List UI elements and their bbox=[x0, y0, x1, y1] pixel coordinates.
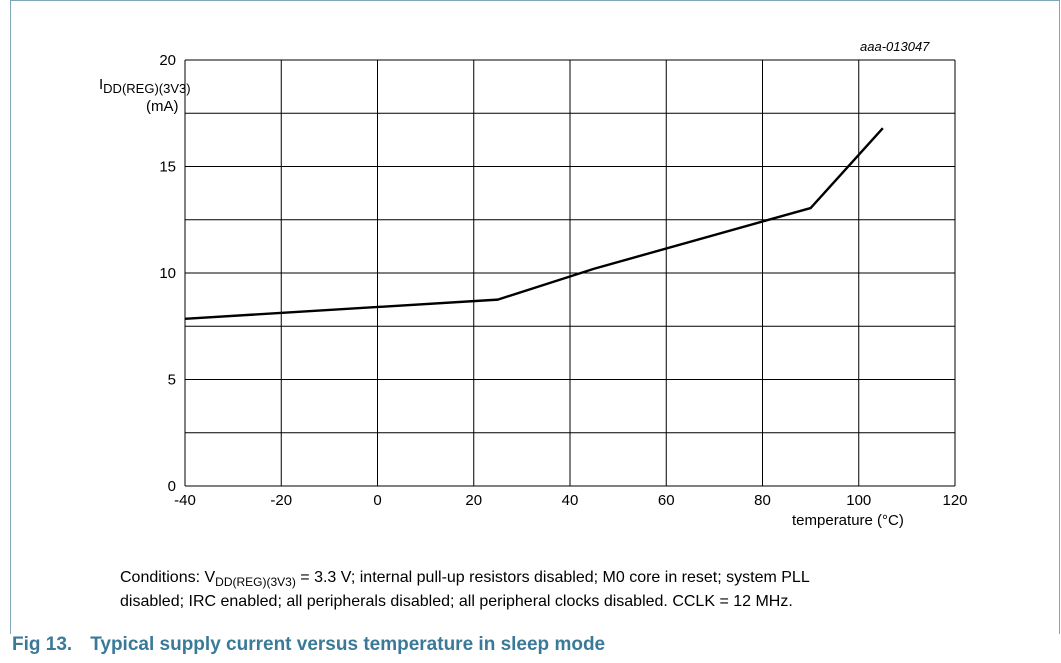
x-tick-label: 20 bbox=[465, 492, 482, 509]
tick-labels: -40 -20 0 20 40 60 80 100 120 0 5 10 15 20 bbox=[159, 52, 967, 509]
conditions-line-1: Conditions: VDD(REG)(3V3) = 3.3 V; inter… bbox=[120, 566, 1040, 590]
x-tick-label: 40 bbox=[562, 492, 579, 509]
series-line bbox=[184, 127, 884, 320]
x-tick-label: 120 bbox=[942, 492, 967, 509]
figure-number: Fig 13. bbox=[12, 634, 73, 655]
conditions-line-2: disabled; IRC enabled; all peripherals d… bbox=[120, 593, 793, 610]
y-axis-label-symbol: I bbox=[99, 76, 104, 93]
x-tick-label: -40 bbox=[174, 492, 196, 509]
conditions-prefix: Conditions: V bbox=[120, 569, 216, 586]
y-tick-label: 0 bbox=[168, 478, 176, 495]
y-tick-label: 20 bbox=[159, 52, 176, 69]
x-tick-label: 100 bbox=[846, 492, 871, 509]
figure-reference-code: aaa-013047 bbox=[860, 39, 930, 54]
x-tick-label: 80 bbox=[754, 492, 771, 509]
y-tick-label: 5 bbox=[168, 372, 176, 389]
x-tick-label: -20 bbox=[270, 492, 292, 509]
x-tick-label: 0 bbox=[373, 492, 381, 509]
y-tick-label: 15 bbox=[159, 159, 176, 176]
x-axis-label: temperature (°C) bbox=[792, 512, 904, 529]
figure-frame bbox=[10, 0, 1060, 634]
conditions-note: Conditions: VDD(REG)(3V3) = 3.3 V; inter… bbox=[120, 566, 1040, 614]
y-axis-label-subscript: DD(REG)(3V3) bbox=[103, 81, 191, 96]
figure-title: Typical supply current versus temperatur… bbox=[90, 634, 606, 655]
y-tick-label: 10 bbox=[159, 265, 176, 282]
y-axis-label: IDD(REG)(3V3) bbox=[99, 76, 191, 98]
x-tick-label: 60 bbox=[658, 492, 675, 509]
series bbox=[184, 127, 884, 320]
grid bbox=[184, 59, 956, 487]
figure-caption: Fig 13. Typical supply current versus tem… bbox=[12, 634, 605, 656]
y-axis-unit: (mA) bbox=[146, 98, 179, 115]
conditions-subscript: DD(REG)(3V3) bbox=[215, 575, 296, 589]
conditions-line-1-text: = 3.3 V; internal pull-up resistors disa… bbox=[295, 569, 810, 586]
